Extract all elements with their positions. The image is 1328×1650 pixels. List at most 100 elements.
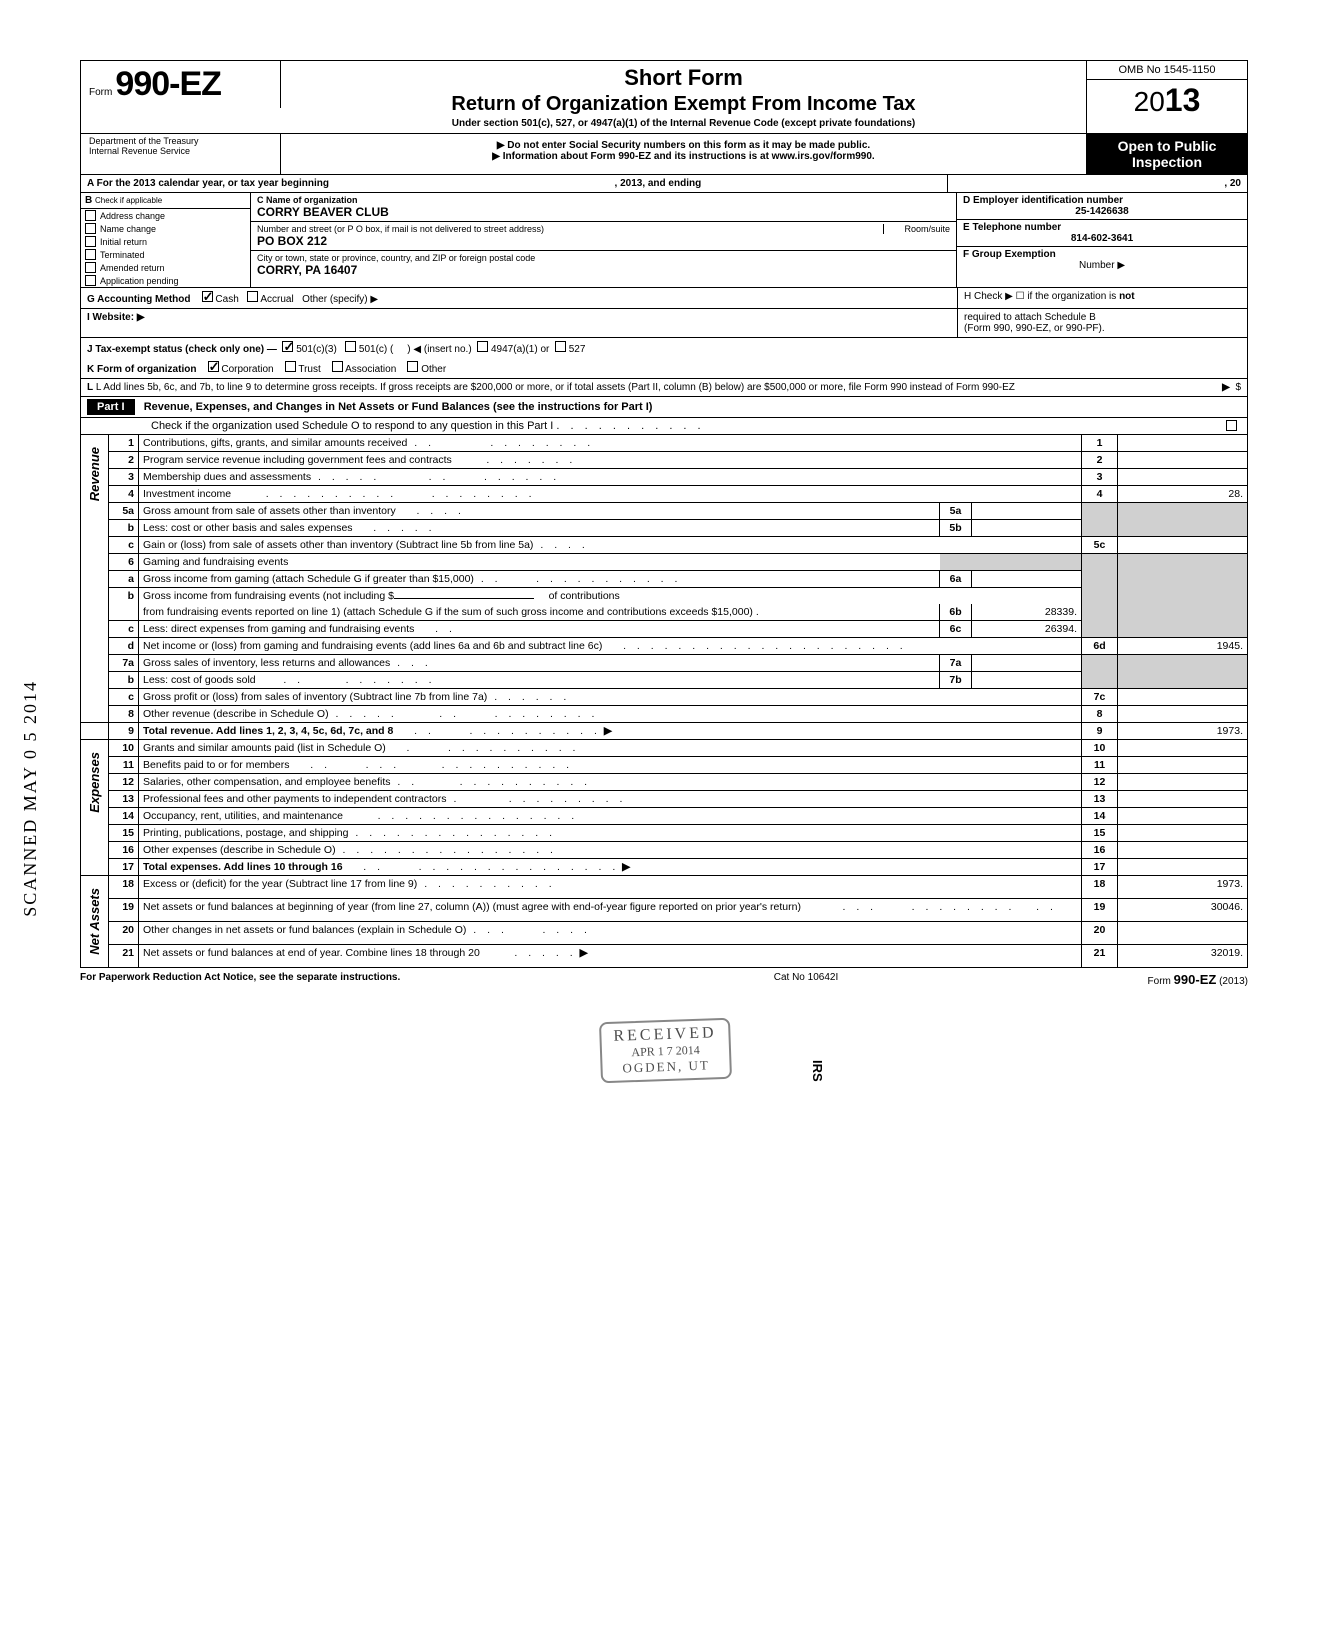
part1-check-text: Check if the organization used Schedule … <box>151 420 553 432</box>
f-label2: Number ▶ <box>963 260 1241 271</box>
l14-text: Occupancy, rent, utilities, and maintena… <box>143 810 343 822</box>
h-text3: (Form 990, 990-EZ, or 990-PF). <box>964 323 1105 334</box>
l6c-amount: 26394. <box>972 621 1082 638</box>
footer-form: Form <box>1148 976 1171 987</box>
received-text: RECEIVED <box>613 1024 717 1046</box>
checkbox-schedule-o[interactable] <box>1226 420 1237 431</box>
l16-num: 16 <box>109 842 139 859</box>
l20-num: 20 <box>109 921 139 944</box>
d-label: D Employer identification number <box>963 195 1123 206</box>
row-g: G Accounting Method Cash Accrual Other (… <box>80 288 1248 309</box>
checkbox-501c[interactable] <box>345 341 356 352</box>
c-name-label: C Name of organization <box>257 195 358 205</box>
l18-num: 18 <box>109 876 139 899</box>
l7c-box: 7c <box>1082 689 1118 706</box>
footer-right: Form 990-EZ (2013) <box>1048 972 1248 987</box>
l12-num: 12 <box>109 774 139 791</box>
b-label: B <box>85 195 92 206</box>
l5c-num: c <box>109 537 139 554</box>
header-center: Short Form Return of Organization Exempt… <box>281 61 1087 133</box>
l5c-box: 5c <box>1082 537 1118 554</box>
footer-center: Cat No 10642I <box>564 972 1048 987</box>
checkbox-trust[interactable] <box>285 361 296 372</box>
l15-num: 15 <box>109 825 139 842</box>
l5a-amount <box>972 503 1082 520</box>
l6b-amount: 28339. <box>972 604 1082 621</box>
checkbox-501c3[interactable] <box>282 341 293 352</box>
l6d-text: Net income or (loss) from gaming and fun… <box>143 640 602 652</box>
l7c-num: c <box>109 689 139 706</box>
form-number: 990-EZ <box>115 65 221 103</box>
org-name: CORRY BEAVER CLUB <box>257 205 950 219</box>
l5b-box: 5b <box>940 520 972 537</box>
l7b-amount <box>972 672 1082 689</box>
l6b-text2-a: of contributions <box>549 590 620 602</box>
side-revenue: Revenue <box>81 435 109 723</box>
l17-box: 17 <box>1082 859 1118 876</box>
l18-amount: 1973. <box>1118 876 1248 899</box>
info-notice: ▶ Information about Form 990-EZ and its … <box>287 151 1080 162</box>
ssn-notice: ▶ Do not enter Social Security numbers o… <box>287 140 1080 151</box>
l12-amount <box>1118 774 1248 791</box>
l11-box: 11 <box>1082 757 1118 774</box>
part1-label: Part I <box>87 399 135 415</box>
b-item-3: Terminated <box>100 250 145 260</box>
l11-num: 11 <box>109 757 139 774</box>
l7c-text: Gross profit or (loss) from sales of inv… <box>143 691 487 703</box>
checkbox-cash[interactable] <box>202 291 213 302</box>
l8-num: 8 <box>109 706 139 723</box>
checkbox-other[interactable] <box>407 361 418 372</box>
col-c: C Name of organization CORRY BEAVER CLUB… <box>251 193 957 287</box>
j-opt4: 527 <box>569 344 586 355</box>
l6b-box: 6b <box>940 604 972 621</box>
l14-num: 14 <box>109 808 139 825</box>
l6a-text: Gross income from gaming (attach Schedul… <box>143 573 474 585</box>
k-corp: Corporation <box>221 364 273 375</box>
b-item-2: Initial return <box>100 237 147 247</box>
row-j: J Tax-exempt status (check only one) — 5… <box>80 338 1248 358</box>
h-text: H Check ▶ ☐ if the organization is <box>964 291 1116 302</box>
lines-table: Revenue 1 Contributions, gifts, grants, … <box>80 435 1248 968</box>
c-city-label: City or town, state or province, country… <box>257 253 950 263</box>
l8-box: 8 <box>1082 706 1118 723</box>
checkbox-corp[interactable] <box>208 361 219 372</box>
l14-amount <box>1118 808 1248 825</box>
checkbox-pending[interactable] <box>85 275 96 286</box>
checkbox-527[interactable] <box>555 341 566 352</box>
received-loc: OGDEN, UT <box>614 1057 718 1077</box>
checkbox-name-change[interactable] <box>85 223 96 234</box>
checkbox-address-change[interactable] <box>85 210 96 221</box>
l5a-box: 5a <box>940 503 972 520</box>
l13-text: Professional fees and other payments to … <box>143 793 447 805</box>
l9-amount: 1973. <box>1118 723 1248 740</box>
l3-box: 3 <box>1082 469 1118 486</box>
l6a-box: 6a <box>940 571 972 588</box>
j-opt2: 501(c) ( <box>359 344 393 355</box>
checkbox-accrual[interactable] <box>247 291 258 302</box>
checkbox-4947[interactable] <box>477 341 488 352</box>
k-assoc: Association <box>345 364 396 375</box>
l11-amount <box>1118 757 1248 774</box>
dept-treasury: Department of the Treasury <box>89 136 272 146</box>
l13-amount <box>1118 791 1248 808</box>
checkbox-amended[interactable] <box>85 262 96 273</box>
checkbox-initial-return[interactable] <box>85 236 96 247</box>
col-b: B Check if applicable Address change Nam… <box>81 193 251 287</box>
g-cash: Cash <box>215 294 238 305</box>
header-right: OMB No 1545-1150 2013 <box>1087 61 1247 121</box>
b-header-text: Check if applicable <box>95 196 162 205</box>
l7c-amount <box>1118 689 1248 706</box>
checkbox-assoc[interactable] <box>332 361 343 372</box>
l7b-text: Less: cost of goods sold <box>143 674 256 686</box>
l4-num: 4 <box>109 486 139 503</box>
l15-box: 15 <box>1082 825 1118 842</box>
l10-box: 10 <box>1082 740 1118 757</box>
tax-year: 2013 <box>1087 80 1247 121</box>
checkbox-terminated[interactable] <box>85 249 96 260</box>
l15-text: Printing, publications, postage, and shi… <box>143 827 348 839</box>
h-text2: required to attach Schedule B <box>964 312 1096 323</box>
year-bold: 13 <box>1165 82 1201 118</box>
irs-label: Internal Revenue Service <box>89 146 272 156</box>
l10-num: 10 <box>109 740 139 757</box>
l4-text: Investment income <box>143 488 231 500</box>
